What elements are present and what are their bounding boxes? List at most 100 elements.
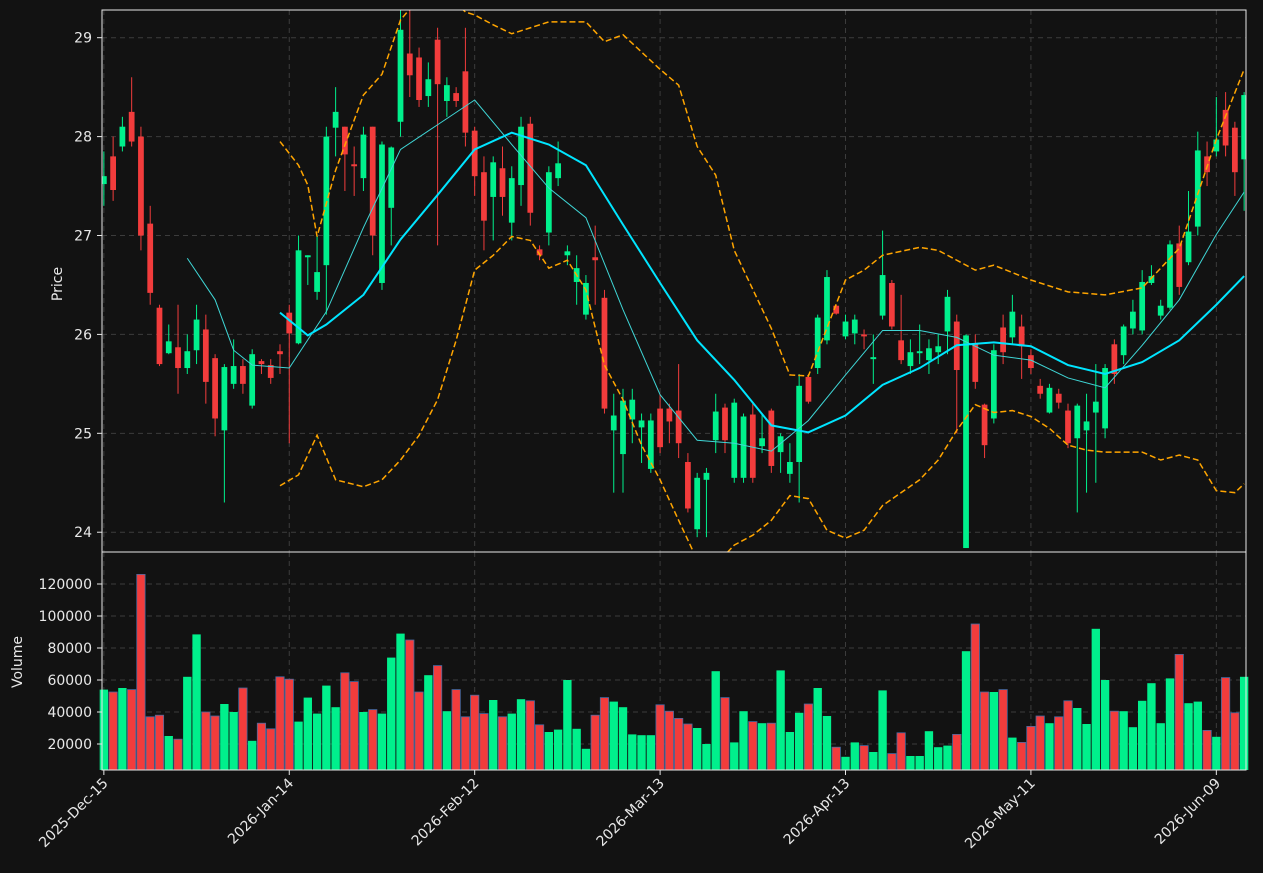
candle-body <box>481 172 487 221</box>
y-tick-label: 28 <box>74 130 92 146</box>
candle-body <box>119 126 126 147</box>
volume-bar <box>887 753 897 771</box>
volume-bar <box>405 639 415 771</box>
volume-bar <box>387 657 396 770</box>
candle-body <box>156 307 163 365</box>
y-tick-label: 20000 <box>47 737 92 753</box>
candle-body <box>342 126 348 155</box>
candle-body <box>1111 344 1118 374</box>
volume-bar <box>1045 723 1054 770</box>
candle-body <box>379 144 385 283</box>
volume-bar <box>470 694 480 771</box>
y-tick-label: 80000 <box>47 641 92 657</box>
volume-bar <box>424 675 433 770</box>
volume-bar <box>229 712 238 770</box>
volume-bar <box>1035 715 1045 771</box>
volume-bar <box>516 699 526 770</box>
candle-body <box>1185 231 1192 263</box>
volume-bar <box>674 718 684 771</box>
y-axis-label: Volume <box>10 636 26 688</box>
volume-bar <box>192 634 201 770</box>
volume-bar <box>99 689 109 770</box>
volume-bar <box>183 676 192 770</box>
volume-bar <box>145 716 155 771</box>
candle-body <box>1241 95 1246 160</box>
candle-body <box>1232 127 1238 173</box>
candle-body <box>768 410 775 466</box>
candle-body <box>1176 243 1183 287</box>
volume-bar <box>711 671 720 770</box>
volume-bar <box>414 691 424 771</box>
candle-body <box>694 477 701 530</box>
candle-body <box>147 223 154 293</box>
volume-bar <box>831 746 841 771</box>
volume-bar <box>599 697 610 771</box>
candle-body <box>1213 139 1220 152</box>
volume-bar <box>720 697 730 771</box>
candle-body <box>471 130 478 177</box>
candle-body <box>647 420 654 469</box>
volume-bar <box>915 756 924 770</box>
volume-bar <box>201 711 211 771</box>
volume-bar <box>108 691 118 771</box>
volume-bar <box>961 651 971 770</box>
y-tick-label: 27 <box>74 229 92 245</box>
volume-bar <box>553 729 563 770</box>
candle-body <box>564 251 571 256</box>
candle-body <box>666 408 673 422</box>
volume-bar <box>748 721 758 771</box>
volume-bar <box>497 716 508 771</box>
y-tick-label: 24 <box>74 525 92 541</box>
candle-body <box>759 438 765 447</box>
candle-body <box>777 436 784 453</box>
candle-body <box>425 79 432 97</box>
volume-bar <box>238 687 248 771</box>
volume-bar <box>646 735 655 770</box>
volume-bar <box>609 701 618 770</box>
candle-body <box>1222 109 1229 146</box>
volume-bar <box>1212 736 1221 770</box>
volume-bar <box>628 734 637 770</box>
volume-frame <box>101 551 1247 771</box>
candle-body <box>165 341 172 354</box>
candle-body <box>916 351 923 354</box>
candle-body <box>1157 305 1164 316</box>
candle-body <box>212 358 218 419</box>
candle-body <box>360 134 367 179</box>
candle-body <box>620 400 626 455</box>
candle-body <box>898 340 905 361</box>
candle-body <box>397 29 404 122</box>
candle-body <box>972 344 979 382</box>
volume-bar <box>572 728 581 770</box>
volume-bar <box>173 738 183 771</box>
volume-bar <box>655 704 665 771</box>
volume-bar <box>924 731 934 770</box>
volume-bar <box>1082 724 1091 770</box>
y-tick-label: 26 <box>74 327 92 343</box>
volume-bar <box>1026 726 1036 771</box>
candle-body <box>601 297 608 409</box>
candle-body <box>110 156 116 191</box>
candle-body <box>842 321 849 337</box>
volume-bar <box>869 752 878 770</box>
candle-body <box>453 93 460 101</box>
candle-body <box>1009 311 1016 338</box>
volume-bar <box>1174 654 1184 771</box>
y-tick-label: 25 <box>74 426 92 442</box>
volume-bar <box>479 713 489 771</box>
candle-body <box>499 168 506 197</box>
volume-bar <box>766 722 776 771</box>
candle-body <box>1000 327 1006 353</box>
y-tick-label: 29 <box>74 31 92 47</box>
candle-body <box>610 415 617 431</box>
candle-body <box>657 408 663 448</box>
volume-bar <box>1221 677 1231 771</box>
candle-body <box>981 404 988 446</box>
volume-bar <box>581 748 591 770</box>
volume-bar <box>822 716 832 770</box>
candle-body <box>1194 150 1201 227</box>
y-tick-label: 100000 <box>39 609 92 625</box>
volume-bar <box>943 745 952 770</box>
volume-bar <box>368 709 378 771</box>
